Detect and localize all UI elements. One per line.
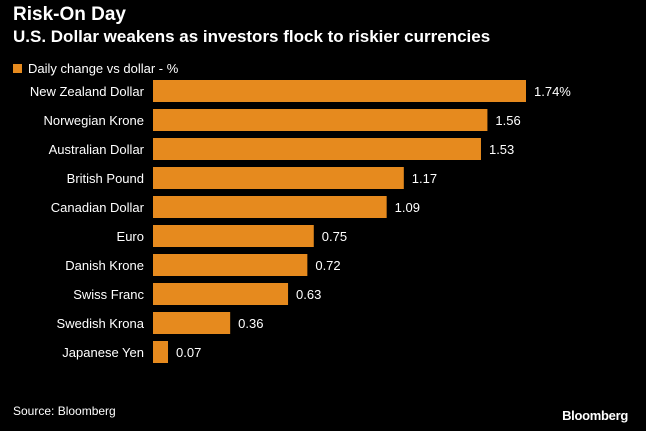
category-label: Swedish Krona: [57, 316, 145, 331]
bar: [153, 196, 387, 218]
legend-label: Daily change vs dollar - %: [28, 61, 179, 76]
data-label: 0.36: [238, 316, 263, 331]
category-label: Australian Dollar: [49, 142, 145, 157]
bloomberg-logo: Bloomberg: [562, 408, 628, 423]
bar: [153, 109, 488, 131]
category-label: New Zealand Dollar: [30, 84, 145, 99]
data-label: 1.53: [489, 142, 514, 157]
data-label: 1.56: [495, 113, 520, 128]
data-label: 1.09: [395, 200, 420, 215]
data-label: 1.17: [412, 171, 437, 186]
bar: [153, 167, 404, 189]
legend-swatch: [13, 64, 22, 73]
category-label: Canadian Dollar: [51, 200, 145, 215]
source-note: Source: Bloomberg: [13, 404, 116, 418]
data-label: 0.72: [315, 258, 340, 273]
chart-title: Risk-On Day: [13, 4, 126, 25]
chart-subtitle: U.S. Dollar weakens as investors flock t…: [13, 27, 491, 46]
bar: [153, 225, 314, 247]
bar: [153, 283, 289, 305]
category-label: Danish Krone: [65, 258, 144, 273]
category-label: Norwegian Krone: [44, 113, 144, 128]
data-label: 1.74%: [534, 84, 571, 99]
bar: [153, 312, 231, 334]
bar: [153, 138, 481, 160]
category-label: Euro: [117, 229, 144, 244]
data-label: 0.07: [176, 345, 201, 360]
bar: [153, 254, 308, 276]
legend: Daily change vs dollar - %: [13, 61, 178, 76]
category-label: British Pound: [67, 171, 144, 186]
data-label: 0.75: [322, 229, 347, 244]
data-label: 0.63: [296, 287, 321, 302]
bar: [153, 341, 169, 363]
category-label: Japanese Yen: [62, 345, 144, 360]
bar: [153, 80, 526, 102]
category-label: Swiss Franc: [73, 287, 144, 302]
